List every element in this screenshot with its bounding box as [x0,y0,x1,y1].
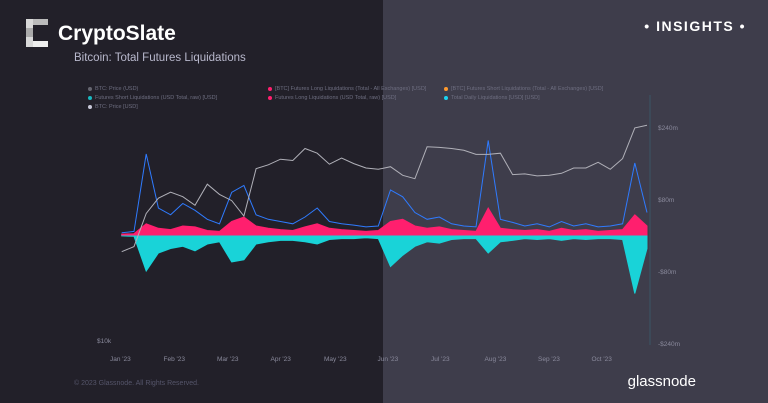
x-axis-tick: Mar '23 [217,356,239,363]
right-axis-tick: $240m [658,125,678,132]
glassnode-logo: glassnode [627,373,696,390]
legend-item: Futures Short Liquidations (USD Total, r… [88,95,217,101]
legend-dot-icon [88,86,92,91]
legend-label: Total Daily Liquidations [USD] [USD] [451,95,540,101]
left-axis-tick: $10k [97,338,112,345]
legend-item: Futures Long Liquidations (USD Total, ra… [268,95,396,101]
legend-label: BTC: Price [USD] [95,104,138,110]
right-axis-tick: $80m [658,197,674,204]
legend-label: [BTC] Futures Long Liquidations (Total -… [275,86,427,92]
short-liquidations-area [121,234,648,294]
brand-name: CryptoSlate [58,22,176,45]
x-axis-tick: Feb '23 [164,356,186,363]
legend-label: Futures Long Liquidations (USD Total, ra… [275,95,397,101]
btc-price-line [121,124,648,253]
long-liquidations-area [121,206,648,236]
legend-item: [BTC] Futures Short Liquidations (Total … [444,86,603,92]
legend-dot-icon [88,104,92,109]
x-axis-tick: Apr '23 [271,356,292,363]
x-axis-tick: Oct '23 [592,356,613,363]
legend-item: [BTC] Futures Long Liquidations (Total -… [268,86,426,92]
x-axis-tick: Jun '23 [378,356,399,363]
right-axis-tick: -$240m [658,341,680,348]
copyright: © 2023 Glassnode. All Rights Reserved. [74,380,200,387]
cryptoslate-logo-icon [26,19,48,47]
legend-label: BTC: Price (USD) [95,86,139,92]
legend-dot-icon [268,95,272,100]
insights-badge: • INSIGHTS • [644,18,746,34]
legend-dot-icon [268,86,272,91]
right-panel-background [383,0,768,403]
legend-item: BTC: Price (USD) [88,86,138,92]
legend-dot-icon [444,86,448,91]
x-axis-tick: Aug '23 [485,356,507,363]
x-axis-tick: Jan '23 [110,356,131,363]
legend-label: Futures Short Liquidations (USD Total, r… [95,95,218,101]
total-liquidations-line [121,140,648,234]
x-axis-tick: Jul '23 [431,356,450,363]
x-axis-tick: May '23 [324,356,347,363]
legend-item: BTC: Price [USD] [88,104,138,110]
legend-dot-icon [88,95,92,100]
right-axis-tick: -$80m [658,269,676,276]
legend-label: [BTC] Futures Short Liquidations (Total … [451,86,604,92]
legend-dot-icon [444,95,448,100]
legend-item: Total Daily Liquidations [USD] [USD] [444,95,540,101]
chart-subtitle: Bitcoin: Total Futures Liquidations [74,52,246,64]
x-axis-tick: Sep '23 [538,356,560,363]
